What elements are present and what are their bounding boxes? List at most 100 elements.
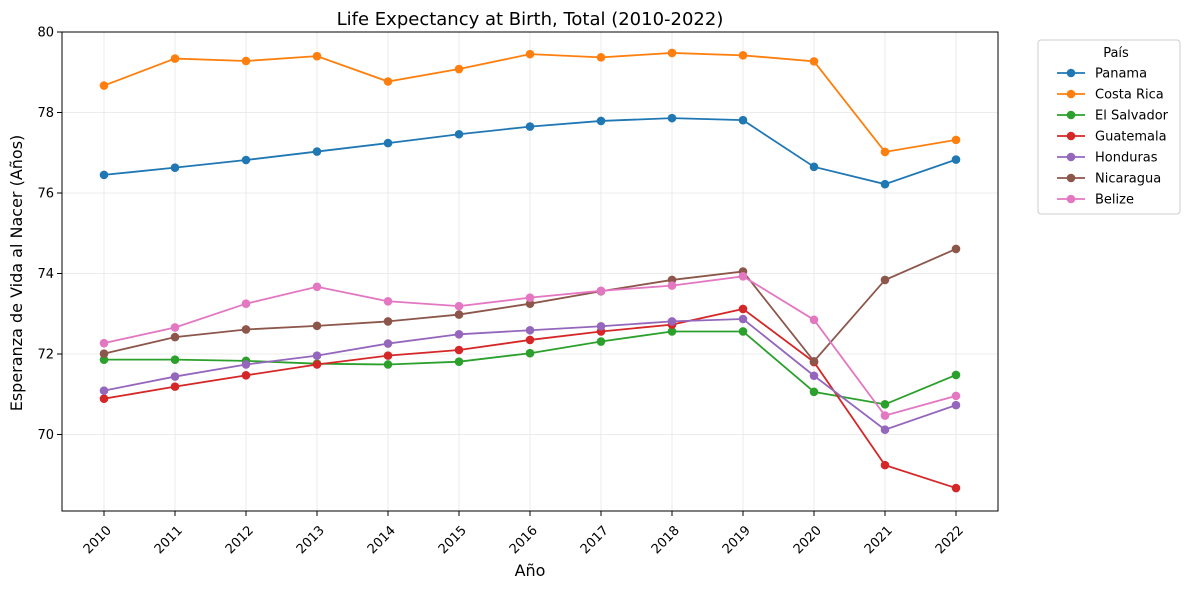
data-point — [596, 321, 606, 331]
data-point — [809, 371, 819, 381]
legend-marker — [1066, 152, 1076, 162]
legend-marker — [1066, 89, 1076, 99]
x-tick-label: 2018 — [649, 523, 683, 557]
x-tick-label: 2017 — [578, 523, 612, 557]
y-tick-label: 80 — [37, 26, 54, 41]
data-point — [383, 138, 393, 148]
legend-item: Belize — [1057, 193, 1134, 208]
legend-marker — [1066, 131, 1076, 141]
data-point — [312, 351, 322, 360]
data-point — [241, 56, 251, 66]
data-point — [738, 314, 748, 324]
data-point — [951, 400, 961, 410]
data-point — [241, 299, 251, 309]
data-point — [312, 360, 322, 369]
data-point — [951, 155, 961, 164]
data-point — [99, 386, 109, 395]
legend-label: Costa Rica — [1095, 88, 1164, 103]
legend-box — [1037, 39, 1181, 215]
data-point — [525, 122, 535, 131]
legend-label: Belize — [1095, 193, 1134, 208]
x-tick-label: 2013 — [294, 523, 328, 557]
data-point — [951, 391, 961, 401]
series-nicaragua — [99, 244, 961, 366]
data-point — [951, 483, 961, 493]
data-point — [880, 425, 890, 434]
data-point — [454, 64, 464, 74]
data-point — [880, 460, 890, 470]
data-point — [525, 325, 535, 335]
x-tick-label: 2015 — [436, 523, 470, 557]
y-tick-label: 76 — [37, 187, 54, 202]
data-point — [951, 135, 961, 145]
data-point — [738, 51, 748, 60]
x-axis-label: Año — [515, 561, 546, 580]
legend-item: Guatemala — [1057, 130, 1167, 145]
x-tick-label: 2019 — [720, 523, 754, 557]
legend-marker — [1066, 68, 1076, 78]
data-point — [951, 370, 961, 380]
y-tick-label: 72 — [37, 348, 54, 363]
data-point — [170, 323, 180, 332]
data-point — [525, 348, 535, 358]
data-point — [667, 317, 677, 326]
legend-label: Panama — [1095, 67, 1147, 82]
data-point — [880, 275, 890, 285]
data-point — [454, 329, 464, 339]
data-point — [99, 81, 109, 90]
data-point — [738, 304, 748, 314]
data-point — [383, 339, 393, 348]
series-costa-rica — [99, 48, 961, 157]
legend-marker — [1066, 110, 1076, 120]
data-point — [809, 57, 819, 66]
data-point — [454, 345, 464, 355]
y-tick-label: 74 — [37, 267, 54, 282]
data-point — [809, 162, 819, 172]
x-tick-label: 2020 — [791, 523, 825, 557]
data-point — [241, 360, 251, 369]
data-point — [454, 357, 464, 366]
data-point — [667, 327, 677, 336]
data-point — [241, 371, 251, 380]
legend-item: Nicaragua — [1057, 172, 1161, 187]
data-point — [170, 54, 180, 63]
y-tick-label: 70 — [37, 428, 54, 443]
data-point — [312, 282, 322, 292]
data-point — [596, 116, 606, 126]
data-point — [454, 301, 464, 311]
data-point — [667, 113, 677, 123]
x-tick-label: 2012 — [223, 523, 257, 557]
data-point — [596, 53, 606, 62]
legend-label: Guatemala — [1095, 130, 1167, 145]
legend-label: Honduras — [1095, 151, 1158, 166]
data-point — [525, 299, 535, 309]
data-point — [738, 327, 748, 336]
chart-title: Life Expectancy at Birth, Total (2010-20… — [337, 9, 724, 30]
x-tick-label: 2021 — [862, 523, 896, 557]
data-point — [454, 310, 464, 319]
data-point — [880, 147, 890, 157]
series-honduras — [99, 314, 961, 434]
data-point — [383, 77, 393, 86]
data-point — [809, 387, 819, 397]
data-point — [596, 286, 606, 296]
legend-item: El Salvador — [1057, 109, 1169, 124]
data-point — [312, 51, 322, 61]
legend-label: Nicaragua — [1095, 172, 1161, 187]
legend-item: Costa Rica — [1057, 88, 1164, 103]
y-axis-label: Esperanza de Vida al Nacer (Años) — [7, 135, 26, 412]
data-point — [170, 332, 180, 342]
data-point — [525, 335, 535, 345]
data-point — [525, 293, 535, 302]
data-point — [312, 321, 322, 331]
data-point — [880, 179, 890, 189]
data-point — [738, 272, 748, 281]
legend-item: Panama — [1057, 67, 1147, 82]
data-point — [99, 349, 109, 358]
data-point — [667, 281, 677, 290]
x-tick-label: 2011 — [152, 523, 186, 557]
y-tick-label: 78 — [37, 106, 54, 121]
x-tick-label: 2010 — [81, 523, 115, 557]
data-point — [809, 315, 819, 325]
data-point — [383, 351, 393, 360]
